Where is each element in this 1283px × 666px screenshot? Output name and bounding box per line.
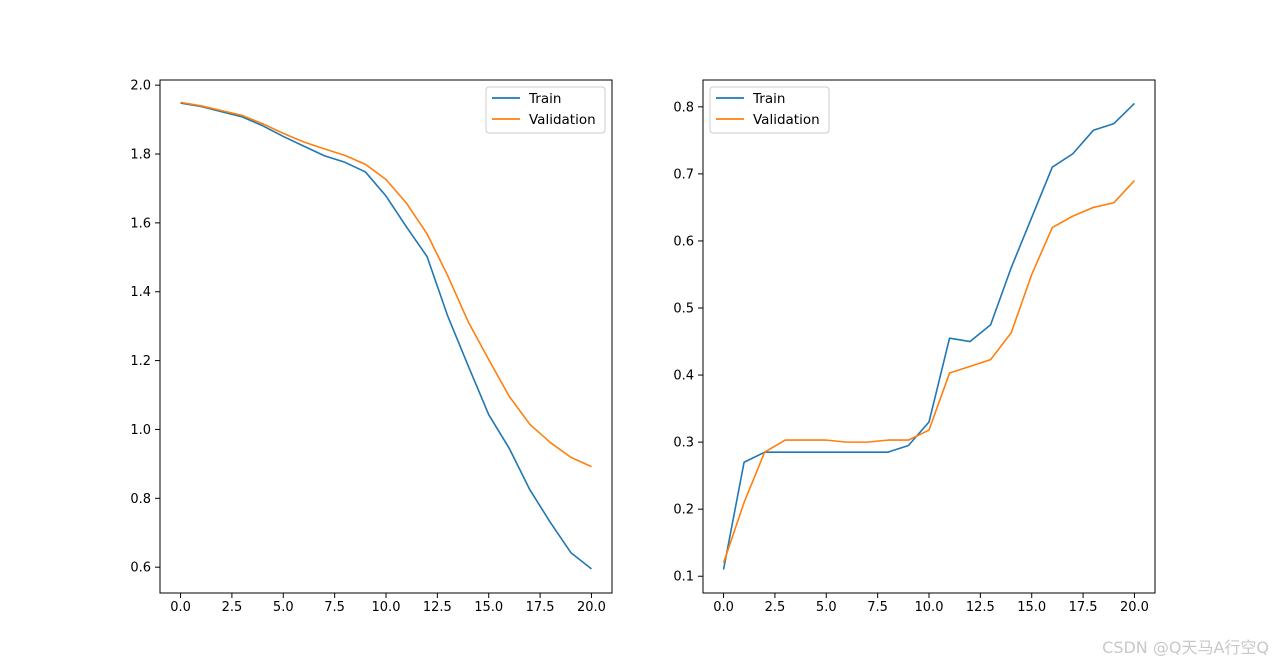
x-tick-label: 17.5 xyxy=(1069,600,1098,615)
x-tick-label: 5.0 xyxy=(273,600,294,615)
x-tick-label: 12.5 xyxy=(966,600,995,615)
x-tick-label: 20.0 xyxy=(1120,600,1149,615)
y-tick-label: 0.5 xyxy=(673,302,694,317)
axes-frame xyxy=(159,79,613,594)
x-tick-label: 10.0 xyxy=(915,600,944,615)
x-tick-label: 17.5 xyxy=(526,600,555,615)
x-tick-label: 7.5 xyxy=(324,600,345,615)
chart-panel-2: 0.0 2.5 5.0 7.5 10.0 12.5 15.0 17.5 20.0 0.1 0.2 0.… xyxy=(673,79,1156,615)
x-tick-label: 20.0 xyxy=(577,600,606,615)
y-tick-label: 1.8 xyxy=(130,148,151,163)
legend-entry: Validation xyxy=(753,112,820,128)
series-line-validation xyxy=(722,180,1136,564)
y-tick-label: 1.2 xyxy=(130,354,151,369)
y-tick-label: 0.6 xyxy=(673,234,694,249)
x-tick-label: 15.0 xyxy=(474,600,503,615)
y-tick-label: 1.4 xyxy=(130,285,151,300)
y-tick-label: 1.0 xyxy=(130,423,151,438)
y-tick-label: 0.8 xyxy=(673,100,694,115)
y-tick-label: 0.1 xyxy=(673,570,694,585)
x-tick-label: 10.0 xyxy=(372,600,401,615)
series-line-validation xyxy=(180,101,592,468)
series-line-train xyxy=(180,102,592,570)
legend-entry: Validation xyxy=(529,112,596,128)
x-tick-label: 2.5 xyxy=(222,600,243,615)
legend: Train Validation xyxy=(709,86,830,134)
x-tick-label: 5.0 xyxy=(816,600,837,615)
y-tick-label: 0.4 xyxy=(673,369,694,384)
x-tick-label: 12.5 xyxy=(423,600,452,615)
x-tick-label: 0.0 xyxy=(170,600,191,615)
chart-panel-1: 0.0 2.5 5.0 7.5 10.0 12.5 15.0 17.5 20.0 0.6 0.8 1.… xyxy=(130,79,613,615)
series-line-train xyxy=(722,102,1136,570)
y-tick-label: 0.2 xyxy=(673,503,694,518)
y-tick-label: 0.7 xyxy=(673,167,694,182)
x-tick-label: 2.5 xyxy=(765,600,786,615)
legend-entry: Train xyxy=(528,91,561,107)
x-tick-label: 7.5 xyxy=(867,600,888,615)
axes-frame xyxy=(702,79,1156,594)
legend: Train Validation xyxy=(485,86,606,134)
y-tick-label: 1.6 xyxy=(130,216,151,231)
watermark-text: CSDN @Q天马A行空Q xyxy=(1102,638,1269,657)
y-tick-label: 0.8 xyxy=(130,492,151,507)
x-tick-label: 0.0 xyxy=(713,600,734,615)
y-tick-label: 0.6 xyxy=(130,561,151,576)
y-tick-label: 0.3 xyxy=(673,436,694,451)
y-tick-label: 2.0 xyxy=(130,79,151,94)
x-tick-label: 15.0 xyxy=(1017,600,1046,615)
legend-entry: Train xyxy=(752,91,785,107)
